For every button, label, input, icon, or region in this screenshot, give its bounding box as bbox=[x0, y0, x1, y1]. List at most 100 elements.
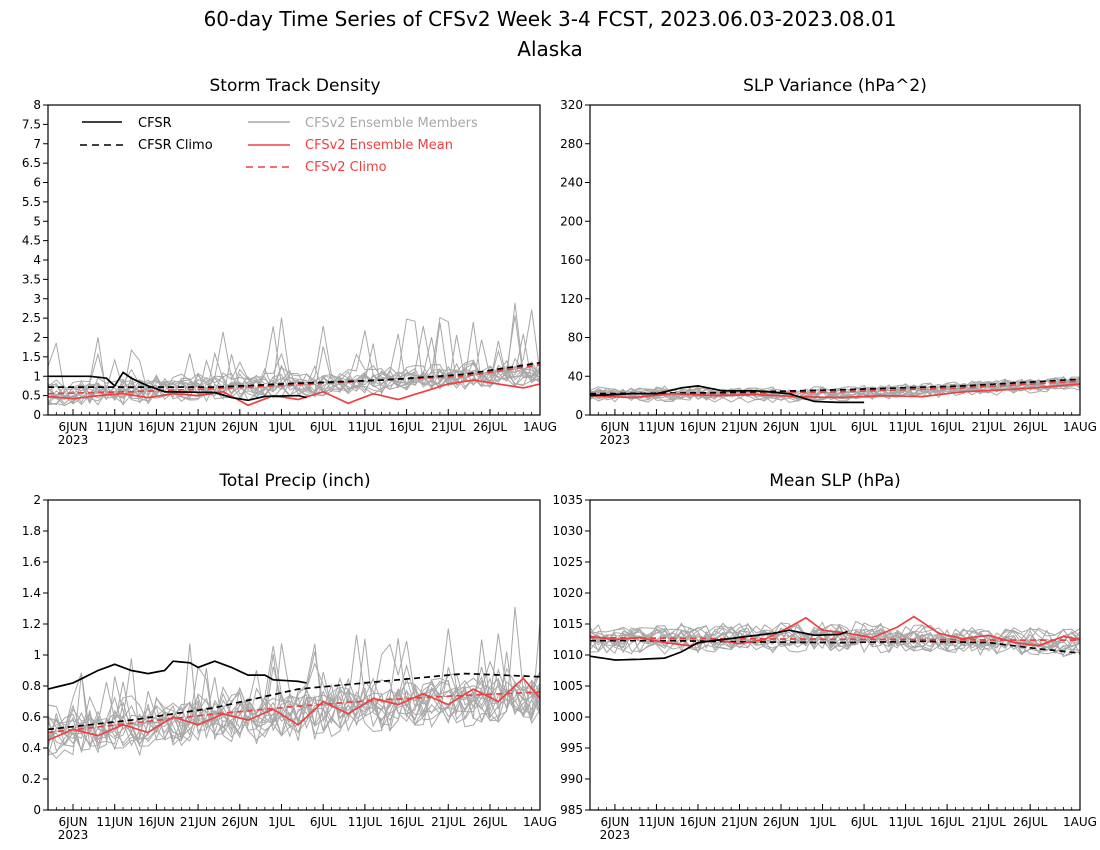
x-tick-label: 11JUL bbox=[888, 420, 923, 434]
ensemble-member-line bbox=[590, 377, 1080, 400]
y-tick-label: 80 bbox=[568, 331, 583, 345]
panel-title: Total Precip (inch) bbox=[218, 471, 370, 491]
series-cfsv2-ensemble-mean bbox=[48, 677, 540, 742]
y-tick-label: 1020 bbox=[552, 586, 583, 600]
x-tick-label: 26JUL bbox=[1013, 815, 1048, 829]
y-tick-label: 240 bbox=[560, 176, 583, 190]
x-tick-label: 16JUL bbox=[389, 420, 424, 434]
x-tick-label: 26JUN bbox=[222, 815, 259, 829]
y-tick-label: 6 bbox=[33, 176, 41, 190]
x-tick-label: 6JUN bbox=[600, 815, 629, 829]
y-tick-label: 1.4 bbox=[22, 586, 41, 600]
legend-label-cfsr: CFSR bbox=[138, 116, 172, 131]
x-tick-label: 1AUG bbox=[1063, 815, 1097, 829]
ensemble-member-line bbox=[48, 325, 540, 397]
y-tick-label: 40 bbox=[568, 369, 583, 383]
x-tick-label: 16JUL bbox=[930, 420, 965, 434]
figure-title: 60-day Time Series of CFSv2 Week 3-4 FCS… bbox=[204, 7, 897, 31]
series-cfsv2-climo bbox=[48, 691, 540, 734]
series-cfsv2-climo bbox=[590, 636, 1080, 641]
series-cfsr-climo bbox=[590, 639, 1080, 654]
x-tick-label: 26JUN bbox=[763, 420, 800, 434]
y-tick-label: 990 bbox=[560, 772, 583, 786]
y-tick-label: 6.5 bbox=[22, 156, 41, 170]
legend-label-ensemble-mean: CFSv2 Ensemble Mean bbox=[305, 138, 453, 153]
x-tick-label: 26JUL bbox=[473, 815, 508, 829]
y-tick-label: 1030 bbox=[552, 524, 583, 538]
legend-label-cfsr-climo: CFSR Climo bbox=[138, 138, 213, 153]
y-tick-label: 1 bbox=[33, 648, 41, 662]
y-tick-label: 8 bbox=[33, 98, 41, 112]
mean-slp-panel: Mean SLP (hPa) 985 990 995 1000 1005 1010 1015… bbox=[552, 471, 1097, 842]
y-tick-label: 1005 bbox=[552, 679, 583, 693]
x-tick-label: 11JUN bbox=[638, 815, 675, 829]
figure-subtitle-region: Alaska bbox=[517, 37, 582, 61]
x-year-label: 2023 bbox=[600, 828, 631, 842]
ensemble-member-line bbox=[48, 333, 540, 401]
y-tick-label: 5 bbox=[33, 214, 41, 228]
series-cfsr bbox=[48, 660, 307, 690]
x-tick-label: 16JUL bbox=[930, 815, 965, 829]
series-cfsv2-climo bbox=[48, 363, 540, 395]
y-tick-label: 0 bbox=[33, 408, 41, 422]
y-tick-label: 985 bbox=[560, 803, 583, 817]
y-tick-label: 160 bbox=[560, 253, 583, 267]
y-tick-label: 7 bbox=[33, 137, 41, 151]
x-tick-label: 21JUL bbox=[972, 815, 1007, 829]
x-tick-label: 1JUL bbox=[809, 420, 836, 434]
legend: CFSR CFSR Climo CFSv2 Ensemble Members C… bbox=[80, 116, 478, 175]
x-tick-label: 21JUL bbox=[972, 420, 1007, 434]
series-cfsv2-ensemble-mean bbox=[590, 383, 1080, 399]
y-tick-label: 1.2 bbox=[22, 617, 41, 631]
y-tick-label: 320 bbox=[560, 98, 583, 112]
y-tick-label: 7.5 bbox=[22, 117, 41, 131]
y-tick-label: 0.5 bbox=[22, 389, 41, 403]
x-tick-label: 1AUG bbox=[523, 815, 557, 829]
y-tick-label: 1015 bbox=[552, 617, 583, 631]
plot-area bbox=[590, 375, 1080, 404]
y-tick-label: 0.6 bbox=[22, 710, 41, 724]
ensemble-member-line bbox=[590, 622, 1080, 648]
y-tick-label: 4.5 bbox=[22, 234, 41, 248]
x-tick-label: 6JUL bbox=[851, 420, 878, 434]
y-tick-label: 0.2 bbox=[22, 772, 41, 786]
x-tick-label: 6JUL bbox=[851, 815, 878, 829]
x-tick-label: 1AUG bbox=[523, 420, 557, 434]
axes-frame bbox=[47, 499, 541, 811]
x-tick-label: 11JUL bbox=[348, 815, 383, 829]
ensemble-member-line bbox=[590, 625, 1080, 652]
y-tick-label: 1.6 bbox=[22, 555, 41, 569]
x-tick-label: 26JUN bbox=[222, 420, 259, 434]
x-year-label: 2023 bbox=[58, 433, 89, 447]
series-cfsr bbox=[590, 385, 865, 404]
y-tick-label: 0 bbox=[575, 408, 583, 422]
y-tick-label: 280 bbox=[560, 137, 583, 151]
x-tick-label: 11JUL bbox=[348, 420, 383, 434]
x-tick-label: 16JUN bbox=[138, 815, 175, 829]
x-tick-label: 21JUN bbox=[721, 815, 758, 829]
x-tick-label: 11JUN bbox=[96, 420, 133, 434]
y-tick-label: 200 bbox=[560, 214, 583, 228]
plot-area bbox=[48, 606, 540, 760]
panel-title: Storm Track Density bbox=[209, 76, 380, 96]
x-tick-label: 6JUL bbox=[310, 815, 337, 829]
slp-variance-panel: SLP Variance (hPa^2) 0 40 80 120 160 200 240 28… bbox=[560, 76, 1097, 447]
y-tick-label: 1.5 bbox=[22, 350, 41, 364]
y-tick-label: 0 bbox=[33, 803, 41, 817]
panel-title: SLP Variance (hPa^2) bbox=[743, 76, 927, 96]
legend-label-ensemble-members: CFSv2 Ensemble Members bbox=[305, 116, 478, 131]
y-tick-label: 2 bbox=[33, 493, 41, 507]
x-tick-label: 16JUL bbox=[389, 815, 424, 829]
y-tick-label: 3 bbox=[33, 292, 41, 306]
ensemble-member-line bbox=[48, 658, 540, 754]
y-tick-label: 5.5 bbox=[22, 195, 41, 209]
y-tick-label: 2 bbox=[33, 331, 41, 345]
series-cfsr bbox=[590, 629, 848, 661]
x-tick-label: 6JUN bbox=[600, 420, 629, 434]
storm-track-density-panel: Storm Track Density 0 0.5 1 1.5 2 2.5 3 3.5 4 4.5… bbox=[22, 76, 557, 447]
y-tick-label: 120 bbox=[560, 292, 583, 306]
x-tick-label: 21JUL bbox=[431, 420, 466, 434]
x-tick-label: 6JUN bbox=[59, 420, 88, 434]
y-tick-label: 995 bbox=[560, 741, 583, 755]
